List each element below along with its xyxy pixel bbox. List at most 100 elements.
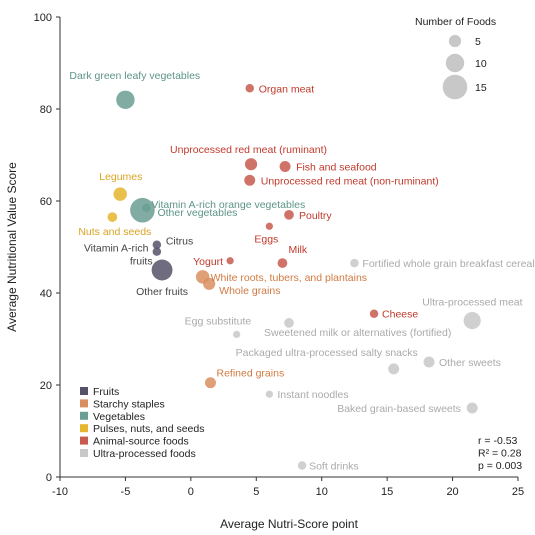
point-ultra-processed-meat (463, 312, 481, 330)
label-fortified-whole-grain-breakfast-cereals: Fortified whole grain breakfast cereals (362, 258, 535, 270)
y-tick-label: 80 (40, 104, 52, 116)
label-white-roots-tubers-and-plantains: White roots, tubers, and plantains (211, 272, 367, 284)
label-soft-drinks: Soft drinks (309, 461, 359, 473)
point-unprocessed-red-meat-ruminant (244, 158, 258, 171)
label-baked-grain-based-sweets: Baked grain-based sweets (337, 403, 461, 415)
y-tick-label: 0 (46, 472, 52, 484)
label-other-fruits: Other fruits (136, 286, 188, 298)
legend-label-starchy-staples: Starchy staples (93, 398, 165, 410)
label-organ-meat: Organ meat (259, 83, 315, 95)
y-axis-title: Average Nutritional Value Score (5, 162, 19, 332)
legend-swatch-starchy-staples (80, 399, 88, 408)
legend-label-animal-source-foods: Animal-source foods (93, 436, 189, 448)
point-milk (277, 258, 288, 268)
point-other-sweets (423, 356, 435, 368)
x-tick-label: 0 (188, 486, 194, 498)
point-organ-meat (245, 84, 254, 93)
point-eggs (265, 222, 273, 230)
legend-swatch-pulses-nuts-and-seeds (80, 424, 88, 433)
point-other-vegetables (130, 197, 155, 223)
point-vitamin-a-rich-fruits (152, 247, 162, 256)
point-packaged-ultra-processed-salty-snacks (388, 363, 400, 375)
x-tick-label: 25 (512, 486, 524, 498)
point-baked-grain-based-sweets (466, 402, 478, 414)
label-eggs: Eggs (254, 233, 278, 245)
point-citrus (152, 240, 162, 249)
point-legumes (113, 187, 127, 201)
stat-line: R² = 0.28 (478, 448, 522, 460)
label-ultra-processed-meat: Ultra-processed meat (422, 297, 522, 309)
point-poultry (284, 209, 294, 220)
label-citrus: Citrus (166, 236, 193, 248)
label-legumes: Legumes (99, 171, 142, 183)
y-tick-label: 20 (40, 380, 52, 392)
label-vitamin-a-rich-fruits: Vitamin A-rich fruits (84, 243, 153, 268)
point-refined-grains (205, 377, 216, 389)
legend-label-ultra-processed-foods: Ultra-processed foods (93, 448, 196, 460)
size-legend-title: Number of Foods (415, 16, 496, 28)
label-cheese: Cheese (382, 309, 418, 321)
point-egg-substitute (233, 330, 241, 339)
label-unprocessed-red-meat-non-ruminant: Unprocessed red meat (non-ruminant) (261, 175, 439, 187)
data-points (107, 84, 481, 470)
point-dark-green-leafy-vegetables (116, 90, 135, 110)
stat-line: r = -0.53 (478, 435, 518, 447)
label-other-vegetables: Other vegetables (157, 207, 237, 219)
size-legend-circle (448, 34, 462, 48)
label-milk: Milk (288, 244, 307, 256)
label-dark-green-leafy-vegetables: Dark green leafy vegetables (69, 70, 200, 82)
legend-label-fruits: Fruits (93, 386, 119, 398)
point-nuts-and-seeds (107, 212, 118, 222)
y-tick-label: 100 (34, 12, 52, 24)
point-sweetened-milk-or-alternatives-fortified (284, 318, 294, 328)
x-axis-title: Average Nutri-Score point (220, 517, 359, 531)
label-yogurt: Yogurt (193, 256, 223, 268)
label-vitamin-a-rich-orange-vegetables: Vitamin A-rich orange vegetables (151, 199, 305, 211)
point-whole-grains (203, 277, 216, 290)
size-legend-label: 15 (475, 82, 487, 94)
point-labels: Dark green leafy vegetables Organ meat Unp… (69, 70, 535, 473)
legend-label-vegetables: Vegetables (93, 411, 145, 423)
size-legend: Number of Foods 5 10 15 (415, 16, 496, 100)
legend-swatch-ultra-processed-foods (80, 449, 88, 457)
legend-label-pulses-nuts-and-seeds: Pulses, nuts, and seeds (93, 423, 205, 435)
x-tick-label: 10 (316, 486, 328, 498)
label-instant-noodles: Instant noodles (277, 389, 348, 401)
point-cheese (369, 309, 379, 318)
label-poultry: Poultry (299, 210, 332, 222)
label-whole-grains: Whole grains (219, 285, 280, 297)
legend-swatch-animal-source-foods (80, 436, 88, 445)
label-refined-grains: Refined grains (216, 368, 284, 380)
label-egg-substitute: Egg substitute (185, 315, 252, 327)
label-packaged-ultra-processed-salty-snacks: Packaged ultra-processed salty snacks (236, 347, 418, 359)
point-fish-and-seafood (279, 161, 291, 172)
y-tick-label: 40 (40, 288, 52, 300)
size-legend-label: 10 (475, 58, 487, 70)
legend-swatch-vegetables (80, 411, 88, 420)
label-unprocessed-red-meat-ruminant: Unprocessed red meat (ruminant) (170, 144, 327, 156)
size-legend-label: 5 (475, 36, 481, 48)
y-tick-label: 60 (40, 196, 52, 208)
x-tick-label: -10 (52, 486, 68, 498)
point-other-fruits (151, 259, 173, 281)
label-nuts-and-seeds: Nuts and seeds (78, 226, 151, 238)
label-other-sweets: Other sweets (439, 357, 501, 369)
size-legend-circle (445, 53, 465, 73)
size-legend-circle (442, 74, 468, 100)
x-tick-label: 5 (253, 486, 259, 498)
stat-line: p = 0.003 (478, 460, 522, 472)
point-yogurt (226, 257, 234, 265)
point-unprocessed-red-meat-non-ruminant (244, 174, 256, 186)
label-sweetened-milk-or-alternatives-fortified: Sweetened milk or alternatives (fortifie… (264, 327, 451, 339)
point-fortified-whole-grain-breakfast-cereals (350, 258, 359, 268)
axes: -10 -5 0 5 10 15 20 25 0 20 40 60 80 100 (34, 12, 524, 498)
x-tick-label: 15 (381, 486, 393, 498)
x-tick-label: 20 (446, 486, 458, 498)
legend-swatch-fruits (80, 387, 88, 395)
point-instant-noodles (265, 390, 273, 398)
label-fish-and-seafood: Fish and seafood (296, 162, 377, 174)
point-soft-drinks (297, 461, 307, 470)
